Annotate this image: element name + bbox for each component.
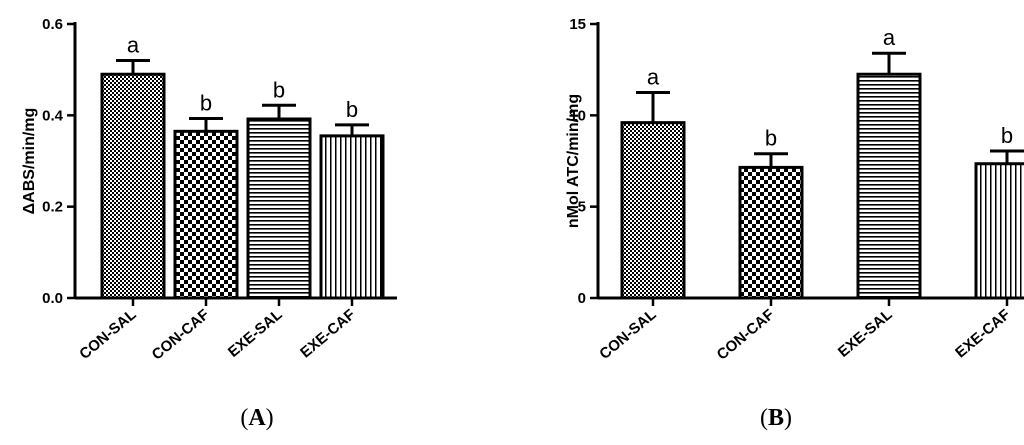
- bar-exe-sal: [856, 72, 922, 300]
- significance-label: b: [273, 77, 285, 102]
- category-label: CON-CAF: [149, 306, 213, 363]
- category-label: EXE-CAF: [952, 306, 1013, 361]
- y-tick-label: 5: [578, 199, 586, 216]
- significance-label: b: [200, 91, 212, 116]
- significance-label: b: [346, 97, 358, 122]
- significance-label: b: [765, 126, 777, 151]
- y-tick-label: 0.2: [42, 199, 63, 216]
- y-tick-label: 0.0: [42, 290, 63, 307]
- bar-exe-sal: [246, 117, 312, 300]
- bar-exe-caf: [319, 134, 385, 300]
- category-label: CON-SAL: [76, 306, 139, 363]
- panel-b: 0 5 10 15 nMol ATC/min/mg a CON-SAL b CON-CAF a EX…: [565, 16, 1024, 431]
- y-tick-label: 10: [569, 107, 586, 124]
- panel-a: 0.0 0.2 0.4 0.6 ΔABS/min/mg a CON-SAL b CON-CAF b…: [21, 16, 397, 431]
- y-tick-label: 0.4: [42, 107, 64, 124]
- category-label: EXE-CAF: [297, 306, 358, 361]
- category-label: CON-CAF: [714, 306, 778, 363]
- category-label: CON-SAL: [596, 306, 659, 363]
- significance-label: b: [1001, 123, 1013, 148]
- y-axis-label: nMol ATC/min/mg: [565, 94, 582, 228]
- y-axis-label: ΔABS/min/mg: [21, 108, 38, 215]
- y-tick-label: 15: [569, 16, 586, 33]
- y-tick-label: 0: [578, 290, 586, 307]
- bar-con-sal: [100, 72, 166, 300]
- bar-con-sal: [620, 121, 686, 300]
- category-label: EXE-SAL: [225, 306, 286, 361]
- bar-con-caf: [738, 165, 804, 300]
- significance-label: a: [883, 25, 896, 50]
- bar-con-caf: [173, 129, 239, 300]
- panel-label: (A): [240, 405, 273, 431]
- category-label: EXE-SAL: [835, 306, 896, 361]
- significance-label: a: [647, 65, 660, 90]
- y-tick-label: 0.6: [42, 16, 63, 33]
- bar-exe-caf: [974, 162, 1024, 300]
- significance-label: a: [127, 33, 140, 58]
- panel-label: (B): [760, 405, 792, 431]
